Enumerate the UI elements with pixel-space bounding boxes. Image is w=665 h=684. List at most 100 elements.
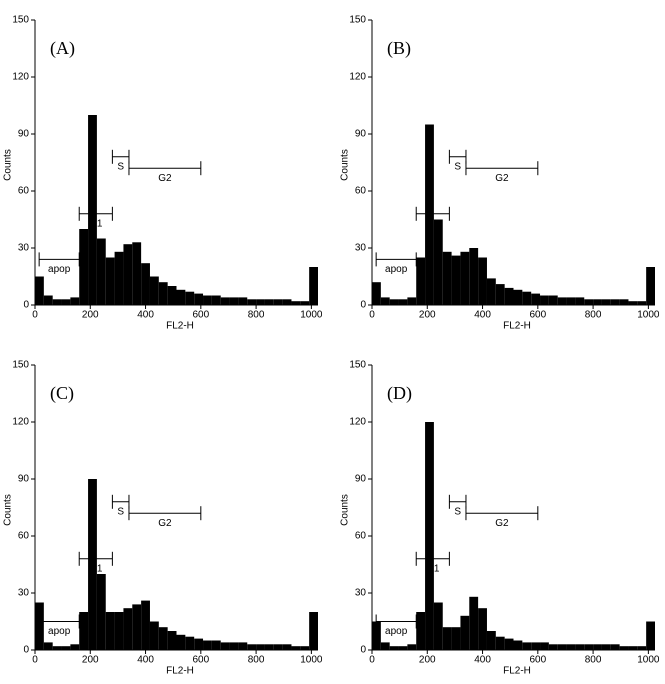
bar bbox=[79, 612, 89, 650]
bar bbox=[389, 299, 399, 305]
bar bbox=[123, 244, 133, 305]
x-axis-label: FL2-H bbox=[503, 321, 531, 332]
bar bbox=[442, 627, 452, 650]
panel-title: (B) bbox=[387, 38, 411, 59]
y-tick-label: 60 bbox=[18, 186, 30, 197]
bar bbox=[194, 293, 204, 305]
y-tick-label: 150 bbox=[349, 360, 366, 371]
bar bbox=[309, 267, 318, 305]
bar bbox=[247, 299, 257, 305]
bar bbox=[158, 627, 168, 650]
bar bbox=[566, 297, 576, 305]
bar bbox=[79, 229, 89, 305]
y-tick-label: 90 bbox=[355, 129, 367, 140]
bar bbox=[282, 299, 292, 305]
y-axis-label: Counts bbox=[340, 149, 351, 181]
bar bbox=[70, 297, 80, 305]
bar bbox=[540, 642, 549, 650]
bar bbox=[211, 640, 221, 650]
bar bbox=[96, 574, 106, 650]
bar bbox=[114, 612, 124, 650]
y-tick-label: 60 bbox=[355, 186, 367, 197]
bar bbox=[229, 297, 239, 305]
bar bbox=[256, 644, 265, 650]
bar bbox=[504, 638, 514, 650]
x-tick-label: 200 bbox=[419, 655, 436, 666]
bar bbox=[114, 251, 124, 305]
bar bbox=[513, 640, 523, 650]
bar bbox=[105, 257, 115, 305]
x-tick-label: 600 bbox=[192, 310, 209, 321]
x-tick-label: 800 bbox=[248, 655, 265, 666]
bar bbox=[610, 644, 620, 650]
bar bbox=[637, 301, 647, 305]
x-tick-label: 200 bbox=[419, 310, 436, 321]
bar bbox=[380, 297, 390, 305]
bar bbox=[273, 299, 283, 305]
bar bbox=[460, 615, 470, 650]
gate-label: G2 bbox=[495, 173, 509, 184]
bar bbox=[96, 238, 106, 305]
gate-label: G2 bbox=[495, 518, 509, 529]
bar bbox=[61, 299, 71, 305]
x-tick-label: 600 bbox=[529, 310, 546, 321]
y-tick-label: 60 bbox=[355, 531, 367, 542]
panel-title: (D) bbox=[387, 383, 412, 404]
bar bbox=[238, 642, 248, 650]
y-tick-label: 0 bbox=[360, 300, 366, 311]
y-tick-label: 30 bbox=[355, 588, 367, 599]
bar bbox=[584, 644, 594, 650]
x-axis-label: FL2-H bbox=[166, 666, 194, 677]
bar bbox=[522, 291, 532, 305]
gate-label: G1 bbox=[426, 563, 440, 574]
bar bbox=[478, 608, 487, 650]
y-tick-label: 60 bbox=[18, 531, 30, 542]
y-axis-label: Counts bbox=[3, 494, 14, 526]
bar bbox=[425, 124, 434, 305]
bar bbox=[264, 644, 274, 650]
bar bbox=[486, 278, 496, 305]
x-axis-label: FL2-H bbox=[166, 321, 194, 332]
x-tick-label: 600 bbox=[192, 655, 209, 666]
x-tick-label: 1000 bbox=[300, 310, 323, 321]
bar bbox=[451, 255, 461, 305]
bar bbox=[398, 646, 408, 650]
bar bbox=[628, 646, 638, 650]
x-tick-label: 800 bbox=[248, 310, 265, 321]
bar bbox=[372, 621, 381, 650]
bar bbox=[584, 299, 594, 305]
gate-label: G1 bbox=[89, 563, 103, 574]
bar bbox=[575, 644, 585, 650]
bar bbox=[61, 646, 71, 650]
y-tick-label: 0 bbox=[23, 300, 29, 311]
y-tick-label: 150 bbox=[12, 15, 29, 26]
bar bbox=[469, 596, 479, 650]
bar bbox=[176, 634, 186, 650]
bar bbox=[548, 295, 558, 305]
bar bbox=[141, 263, 150, 305]
bar bbox=[451, 627, 461, 650]
y-tick-label: 150 bbox=[12, 360, 29, 371]
bar bbox=[433, 602, 443, 650]
bar bbox=[407, 644, 417, 650]
x-tick-label: 1000 bbox=[637, 310, 660, 321]
y-tick-label: 90 bbox=[18, 129, 30, 140]
bar bbox=[566, 644, 576, 650]
bar bbox=[291, 646, 301, 650]
x-tick-label: 800 bbox=[585, 310, 602, 321]
bar bbox=[220, 642, 230, 650]
x-tick-label: 0 bbox=[369, 310, 375, 321]
bar bbox=[149, 621, 159, 650]
x-tick-label: 0 bbox=[32, 310, 38, 321]
bar bbox=[185, 636, 195, 650]
bar bbox=[158, 282, 168, 305]
bar bbox=[531, 642, 541, 650]
y-axis-label: Counts bbox=[340, 494, 351, 526]
bar bbox=[300, 646, 310, 650]
y-axis-label: Counts bbox=[3, 149, 14, 181]
gate-label: apop bbox=[385, 264, 408, 275]
bar bbox=[433, 219, 443, 305]
bar bbox=[389, 646, 399, 650]
bar bbox=[398, 299, 408, 305]
